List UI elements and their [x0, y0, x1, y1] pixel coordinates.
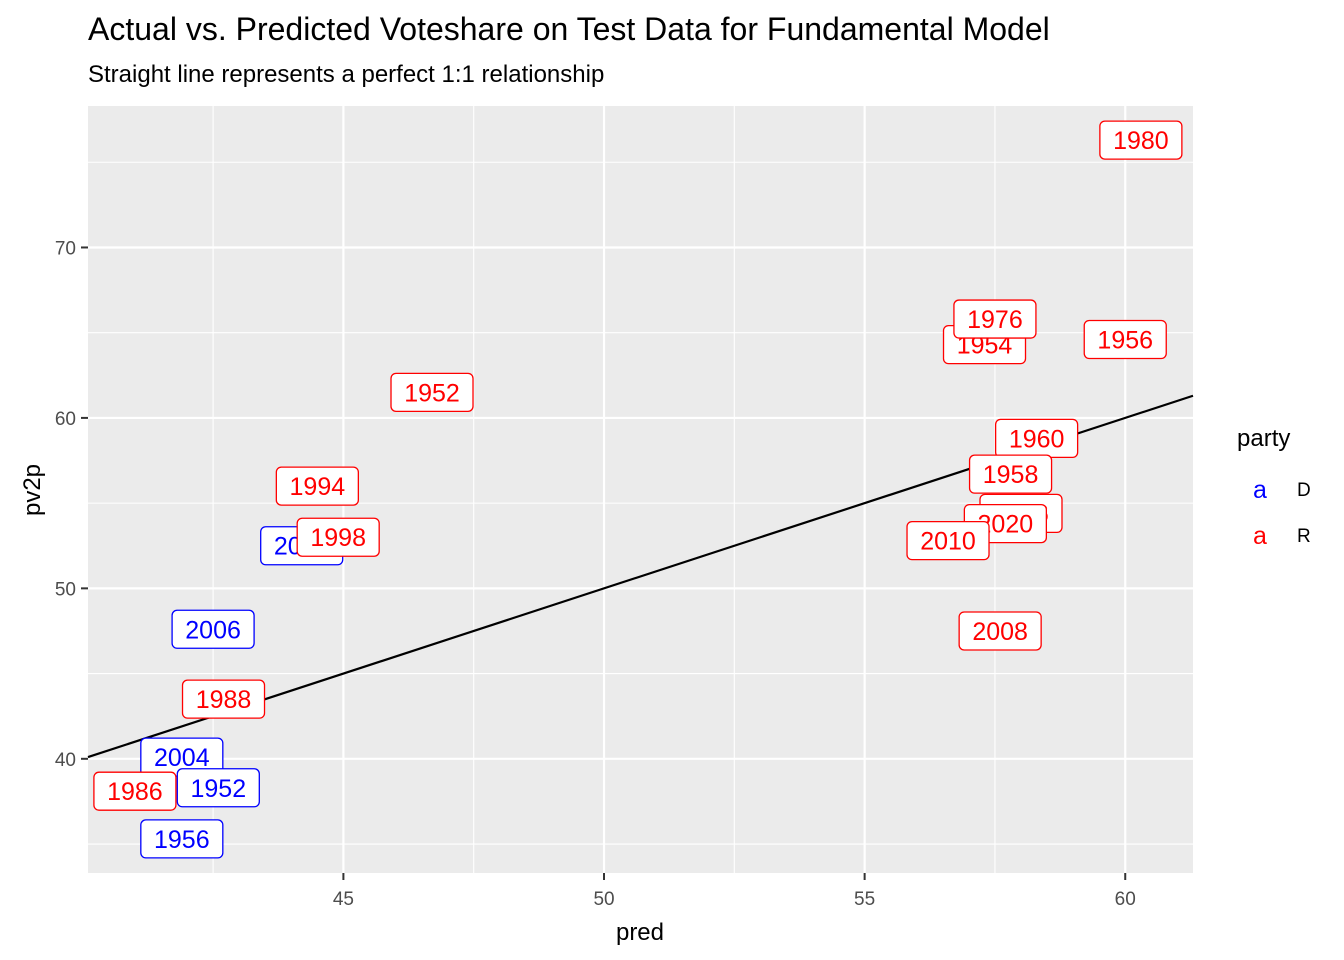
legend-key: a: [1253, 476, 1267, 504]
point-label-text: 2010: [920, 528, 976, 556]
point-label: 1976: [953, 299, 1037, 339]
point-label-box: [140, 819, 224, 859]
point-label: 2006: [171, 609, 255, 649]
point-label-text: 1952: [190, 775, 246, 803]
point-label-box: [176, 768, 260, 808]
point-label: 1980: [1099, 120, 1183, 160]
point-label-box: [275, 466, 359, 506]
point-label-text: 1956: [154, 826, 210, 854]
point-label-box: [1099, 120, 1183, 160]
legend: party a Da R: [1237, 425, 1311, 550]
point-label-text: 1956: [1097, 327, 1153, 355]
chart-title: Actual vs. Predicted Voteshare on Test D…: [88, 11, 1050, 47]
point-label-text: 1958: [983, 461, 1039, 489]
x-axis: 45 50 55 60: [333, 873, 1136, 910]
legend-key: a: [1253, 522, 1267, 550]
x-tick-label: 45: [333, 889, 354, 910]
point-label-box: [390, 372, 474, 412]
point-label-text: 1980: [1113, 127, 1169, 155]
point-label-box: [968, 454, 1053, 494]
point-label-box: [958, 611, 1042, 651]
point-label-text: 1976: [967, 306, 1023, 334]
y-tick-label: 70: [55, 238, 76, 259]
point-label-text: 2006: [185, 616, 241, 644]
points-layer: 2008200620041952195619801954197619561952…: [93, 120, 1183, 859]
legend-label: R: [1297, 526, 1311, 547]
y-tick-label: 60: [55, 409, 76, 430]
legend-label: D: [1297, 480, 1311, 501]
point-label: 1956: [140, 819, 224, 859]
chart-subtitle: Straight line represents a perfect 1:1 r…: [88, 61, 604, 88]
point-label: 1958: [968, 454, 1053, 494]
point-label-text: 2008: [972, 618, 1028, 646]
y-tick-label: 40: [55, 750, 76, 771]
point-label: 1952: [390, 372, 474, 412]
point-label-box: [296, 517, 380, 557]
point-label-box: [953, 299, 1037, 339]
legend-title: party: [1237, 425, 1290, 452]
point-label: 1998: [296, 517, 380, 557]
y-axis-title: pv2p: [19, 464, 46, 516]
x-tick-label: 55: [854, 889, 875, 910]
point-label-box: [93, 771, 177, 811]
point-label: 1956: [1083, 319, 1167, 360]
point-label-text: 1960: [1009, 425, 1065, 453]
point-label-text: 1994: [290, 473, 346, 501]
point-label-text: 1952: [404, 379, 460, 407]
x-axis-title: pred: [616, 919, 664, 946]
point-label: 1988: [181, 679, 266, 719]
x-tick-label: 60: [1115, 889, 1136, 910]
point-label-box: [906, 520, 990, 561]
point-label-text: 1998: [310, 524, 366, 552]
point-label: 1960: [994, 418, 1079, 459]
legend-items: a Da R: [1253, 476, 1311, 550]
y-axis: 40 50 60 70: [55, 238, 88, 771]
point-label-text: 2004: [154, 744, 210, 772]
point-label-box: [171, 609, 255, 649]
point-label: 2008: [958, 611, 1042, 651]
plot-area: 2008200620041952195619801954197619561952…: [87, 106, 1194, 873]
x-tick-label: 50: [593, 889, 614, 910]
point-label-text: 1986: [107, 778, 163, 806]
point-label: 2004: [140, 737, 224, 777]
point-label: 2010: [906, 520, 990, 561]
point-label-box: [181, 679, 266, 719]
point-label: 1986: [93, 771, 177, 811]
point-label-text: 1988: [196, 686, 252, 714]
point-label-box: [1083, 319, 1167, 360]
point-label: 1994: [275, 466, 359, 506]
point-label: 1952: [176, 768, 260, 808]
y-tick-label: 50: [55, 579, 76, 600]
